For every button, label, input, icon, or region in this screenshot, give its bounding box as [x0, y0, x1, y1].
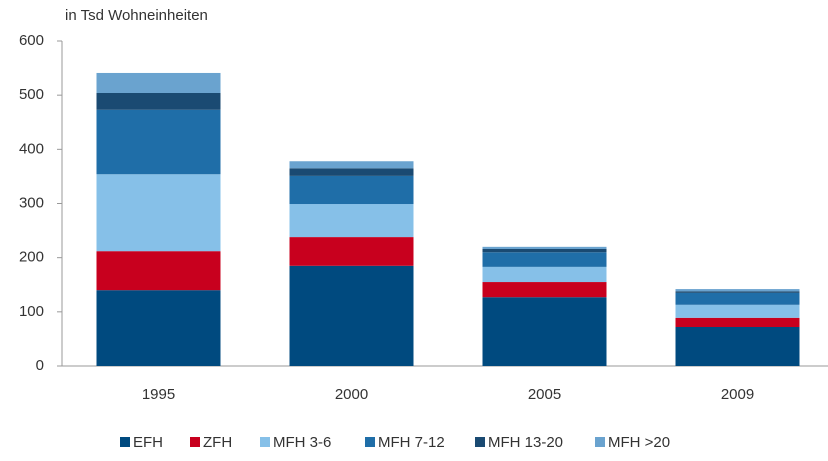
bar-segment	[482, 297, 607, 366]
bar-segment	[96, 174, 221, 252]
bar-segment	[96, 290, 221, 366]
bar-segment	[482, 282, 607, 298]
legend-swatch	[475, 437, 485, 447]
legend-swatch	[260, 437, 270, 447]
y-tick-label: 400	[19, 140, 44, 157]
legend-label: MFH >20	[608, 434, 670, 451]
x-tick-label: 2009	[721, 386, 754, 403]
legend-swatch	[365, 437, 375, 447]
y-axis-label: in Tsd Wohneinheiten	[65, 7, 208, 24]
bar-segment	[675, 289, 800, 292]
bar-segment	[289, 204, 414, 238]
legend-swatch	[190, 437, 200, 447]
legend-label: MFH 3-6	[273, 434, 331, 451]
y-tick-label: 0	[36, 357, 44, 374]
legend-swatch	[120, 437, 130, 447]
y-tick-label: 600	[19, 32, 44, 49]
bar-segment	[482, 246, 607, 249]
bar-segment	[675, 304, 800, 318]
y-tick-label: 300	[19, 194, 44, 211]
legend-label: MFH 13-20	[488, 434, 563, 451]
bar-segment	[482, 252, 607, 267]
legend-label: ZFH	[203, 434, 232, 451]
x-tick-label: 2000	[335, 386, 368, 403]
bar-segment	[96, 109, 221, 175]
y-tick-label: 100	[19, 303, 44, 320]
legend-label: EFH	[133, 434, 163, 451]
y-tick-label: 200	[19, 249, 44, 266]
bar-segment	[289, 175, 414, 205]
bar-segment	[482, 266, 607, 283]
bar-segment	[289, 168, 414, 176]
legend-swatch	[595, 437, 605, 447]
bar-segment	[675, 292, 800, 305]
x-tick-label: 1995	[142, 386, 175, 403]
bar-segment	[675, 291, 800, 293]
bar-segment	[289, 265, 414, 366]
bar-segment	[289, 161, 414, 169]
bar-segment	[675, 317, 800, 327]
bar-segment	[675, 327, 800, 366]
bar-segment	[96, 93, 221, 110]
y-tick-label: 500	[19, 86, 44, 103]
x-tick-label: 2005	[528, 386, 561, 403]
bar-segment	[482, 249, 607, 253]
bar-segment	[96, 251, 221, 291]
bar-segment	[289, 237, 414, 266]
legend-label: MFH 7-12	[378, 434, 445, 451]
bar-segment	[96, 72, 221, 93]
